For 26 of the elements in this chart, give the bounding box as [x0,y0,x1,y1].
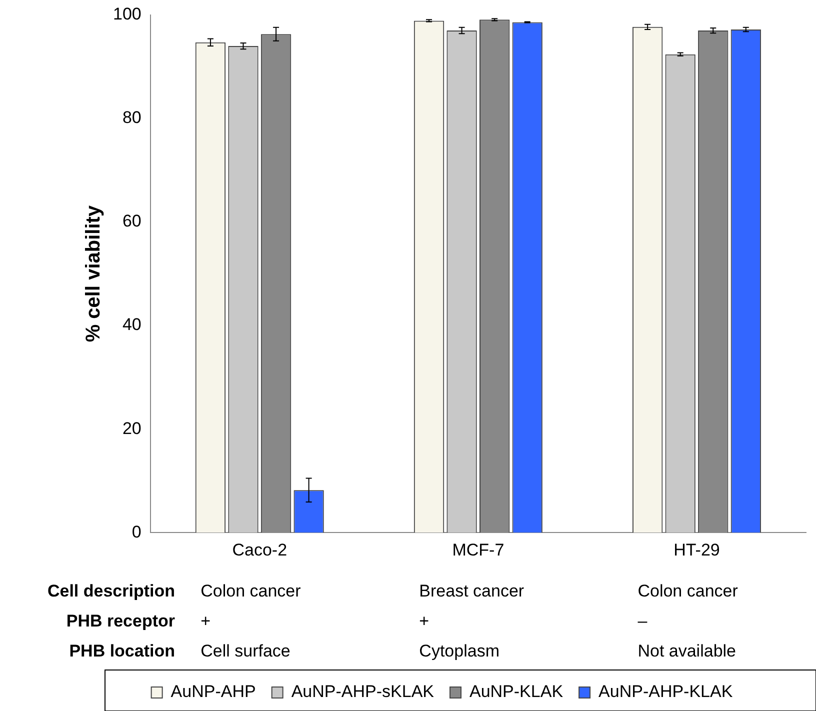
text: Colon cancer [200,582,302,601]
y-tick-label: 40 [122,315,142,334]
legend-label: AuNP-AHP-KLAK [598,682,734,702]
text: Cell description [47,582,175,601]
y-tick-label: 0 [132,522,142,542]
x-tick-label: HT-29 [674,540,720,560]
y-axis-title: % cell viability [82,204,105,342]
legend-label: AuNP-KLAK [469,682,564,702]
text: PHB receptor [66,612,176,631]
text: Not available [638,642,736,661]
text: – [638,612,648,631]
text: PHB location [69,642,175,661]
y-tick-label: 100 [112,4,142,24]
text: Cytoplasm [419,642,500,661]
text: Cell surface [200,642,290,661]
legend-label: AuNP-AHP [170,682,256,702]
y-tick-label: 60 [122,212,142,231]
y-tick-label: 20 [122,418,142,438]
x-tick-label: MCF-7 [452,540,504,560]
legend-label: AuNP-AHP-sKLAK [291,682,435,702]
text: Breast cancer [419,582,524,601]
y-tick-label: 80 [122,108,142,128]
text: + [200,612,211,631]
text: Colon cancer [638,582,738,601]
x-tick-label: Caco-2 [232,540,288,560]
text: + [419,612,430,631]
